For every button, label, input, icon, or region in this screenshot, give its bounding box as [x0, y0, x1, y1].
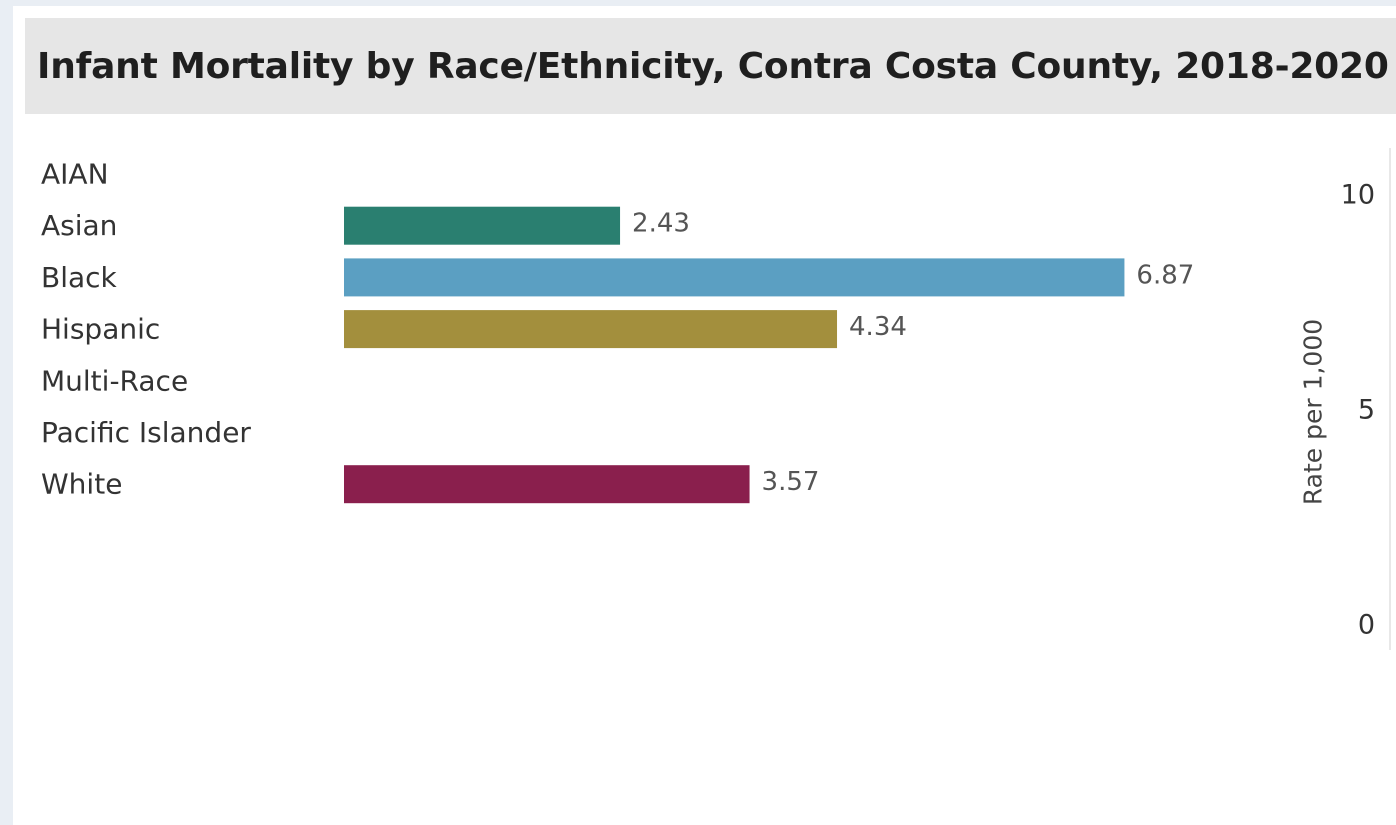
data-label: 4.34	[849, 312, 907, 342]
category-label: Hispanic	[41, 313, 160, 346]
tick-label: 5	[1358, 395, 1375, 426]
category-label: Black	[41, 261, 118, 294]
category-label: White	[41, 468, 122, 501]
bar	[344, 258, 1125, 297]
value-labels: 2.43 6.87 4.34 3.57	[632, 209, 1194, 498]
category-label: Multi-Race	[41, 364, 188, 397]
chart-title: Infant Mortality by Race/Ethnicity, Cont…	[37, 46, 1389, 87]
category-label: Pacific Islander	[41, 416, 251, 449]
bar	[344, 465, 750, 504]
data-label: 6.87	[1136, 260, 1194, 290]
tick-label: 10	[1341, 180, 1375, 211]
tick-label: 0	[1358, 610, 1375, 641]
category-label: Asian	[41, 209, 117, 242]
rate-axis: 10 5 0 Rate per 1,000	[1299, 148, 1391, 650]
bar	[344, 310, 838, 349]
y-axis-title: Rate per 1,000	[1299, 319, 1328, 505]
category-labels: AIAN Asian Black Hispanic Multi-Race Pacific …	[41, 158, 251, 501]
chart-card: Infant Mortality by Race/Ethnicity, Cont…	[13, 6, 1396, 825]
title-bar: Infant Mortality by Race/Ethnicity, Cont…	[25, 18, 1396, 114]
bar	[344, 206, 621, 245]
bars	[344, 206, 1125, 504]
data-label: 2.43	[632, 209, 690, 239]
category-label: AIAN	[41, 158, 109, 191]
data-label: 3.57	[762, 467, 820, 497]
